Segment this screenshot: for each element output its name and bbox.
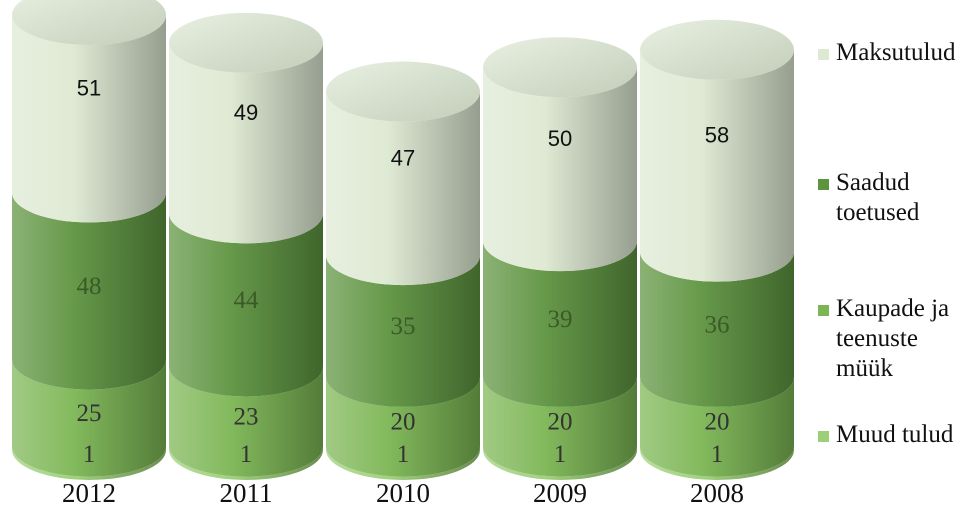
legend-swatch-muud-tulud [818,431,829,442]
legend-item-muud-tulud: Muud tulud [818,420,971,450]
cylinder-2011: 1 23 44 49 [169,12,323,480]
data-label-saadud-toetused-2011: 44 [234,287,260,314]
segment-maksutulud-2008 [640,49,794,282]
data-label-muud-tulud-2010: 1 [397,441,410,468]
legend-label-muud-tulud: Muud tulud [836,421,954,448]
segment-saadud-toetused-2012 [12,192,166,390]
data-label-saadud-toetused-2012: 48 [77,273,102,300]
data-label-muud-tulud-2011: 1 [240,441,253,468]
data-label-muud-tulud-2008: 1 [711,441,724,468]
segment-kaupade-ja-teenuste-muuk-2009 [483,376,637,477]
data-label-saadud-toetused-2009: 39 [548,306,573,333]
cylinder-2010: 1 20 35 47 [326,61,480,480]
legend-item-kaupade-ja-teenuste-myyk: Kaupade ja teenuste müük [818,294,954,384]
segment-saadud-toetused-2008 [640,251,794,407]
cylinder-top-2009 [483,37,637,98]
legend-swatch-maksutulud [818,49,829,60]
segment-maksutulud-2012 [12,15,166,223]
legend-label-saadud-toetused: Saadud toetused [836,169,920,226]
legend-swatch-saadud-toetused [818,179,829,190]
cylinder-2009: 1 20 39 50 [483,37,637,480]
category-label-2011: 2011 [220,478,273,508]
data-label-kaupade-ja-teenuste-muuk-2012: 25 [77,400,102,427]
cylinder-top-2010 [326,61,480,122]
segment-saadud-toetused-2011 [169,213,323,397]
data-label-kaupade-ja-teenuste-muuk-2011: 23 [234,404,259,431]
category-label-2010: 2010 [376,478,430,508]
category-label-2008: 2008 [690,478,744,508]
segment-kaupade-ja-teenuste-muuk-2010 [326,376,480,477]
segment-saadud-toetused-2009 [483,241,637,407]
data-label-kaupade-ja-teenuste-muuk-2008: 20 [705,409,730,436]
segment-kaupade-ja-teenuste-muuk-2008 [640,376,794,477]
data-label-maksutulud-2012: 51 [77,76,101,101]
data-label-maksutulud-2010: 47 [391,145,415,170]
category-label-2009: 2009 [533,478,587,508]
data-label-kaupade-ja-teenuste-muuk-2010: 20 [391,409,416,436]
segment-kaupade-ja-teenuste-muuk-2011 [169,366,323,477]
cylinder-top-2008 [640,19,794,80]
data-label-maksutulud-2011: 49 [234,100,258,125]
segment-saadud-toetused-2010 [326,255,480,407]
segment-maksutulud-2010 [326,91,480,286]
legend: Maksutulud Saadud toetused Kaupade ja te… [818,0,973,512]
data-label-maksutulud-2009: 50 [548,126,572,151]
data-label-saadud-toetused-2008: 36 [705,311,730,338]
legend-label-maksutulud: Maksutulud [836,39,956,66]
legend-swatch-kaupade-ja-teenuste-myyk [818,305,829,316]
data-label-saadud-toetused-2010: 35 [391,313,416,340]
legend-label-kaupade-ja-teenuste-myyk: Kaupade ja teenuste müük [836,295,950,382]
data-label-muud-tulud-2009: 1 [554,441,567,468]
category-label-2012: 2012 [62,478,116,508]
data-label-kaupade-ja-teenuste-muuk-2009: 20 [548,409,573,436]
segment-kaupade-ja-teenuste-muuk-2012 [12,359,166,477]
data-label-muud-tulud-2012: 1 [83,441,96,468]
cylinder-top-2012 [12,0,166,45]
legend-item-saadud-toetused: Saadud toetused [818,168,936,228]
segment-maksutulud-2009 [483,67,637,272]
cylinder-2008: 1 20 36 58 [640,19,794,480]
legend-item-maksutulud: Maksutulud [818,38,971,68]
segment-maksutulud-2011 [169,42,323,244]
cylinder-2012: 1 25 48 51 [12,0,166,480]
cylinder-top-2011 [169,12,323,73]
data-label-maksutulud-2008: 58 [705,123,729,148]
